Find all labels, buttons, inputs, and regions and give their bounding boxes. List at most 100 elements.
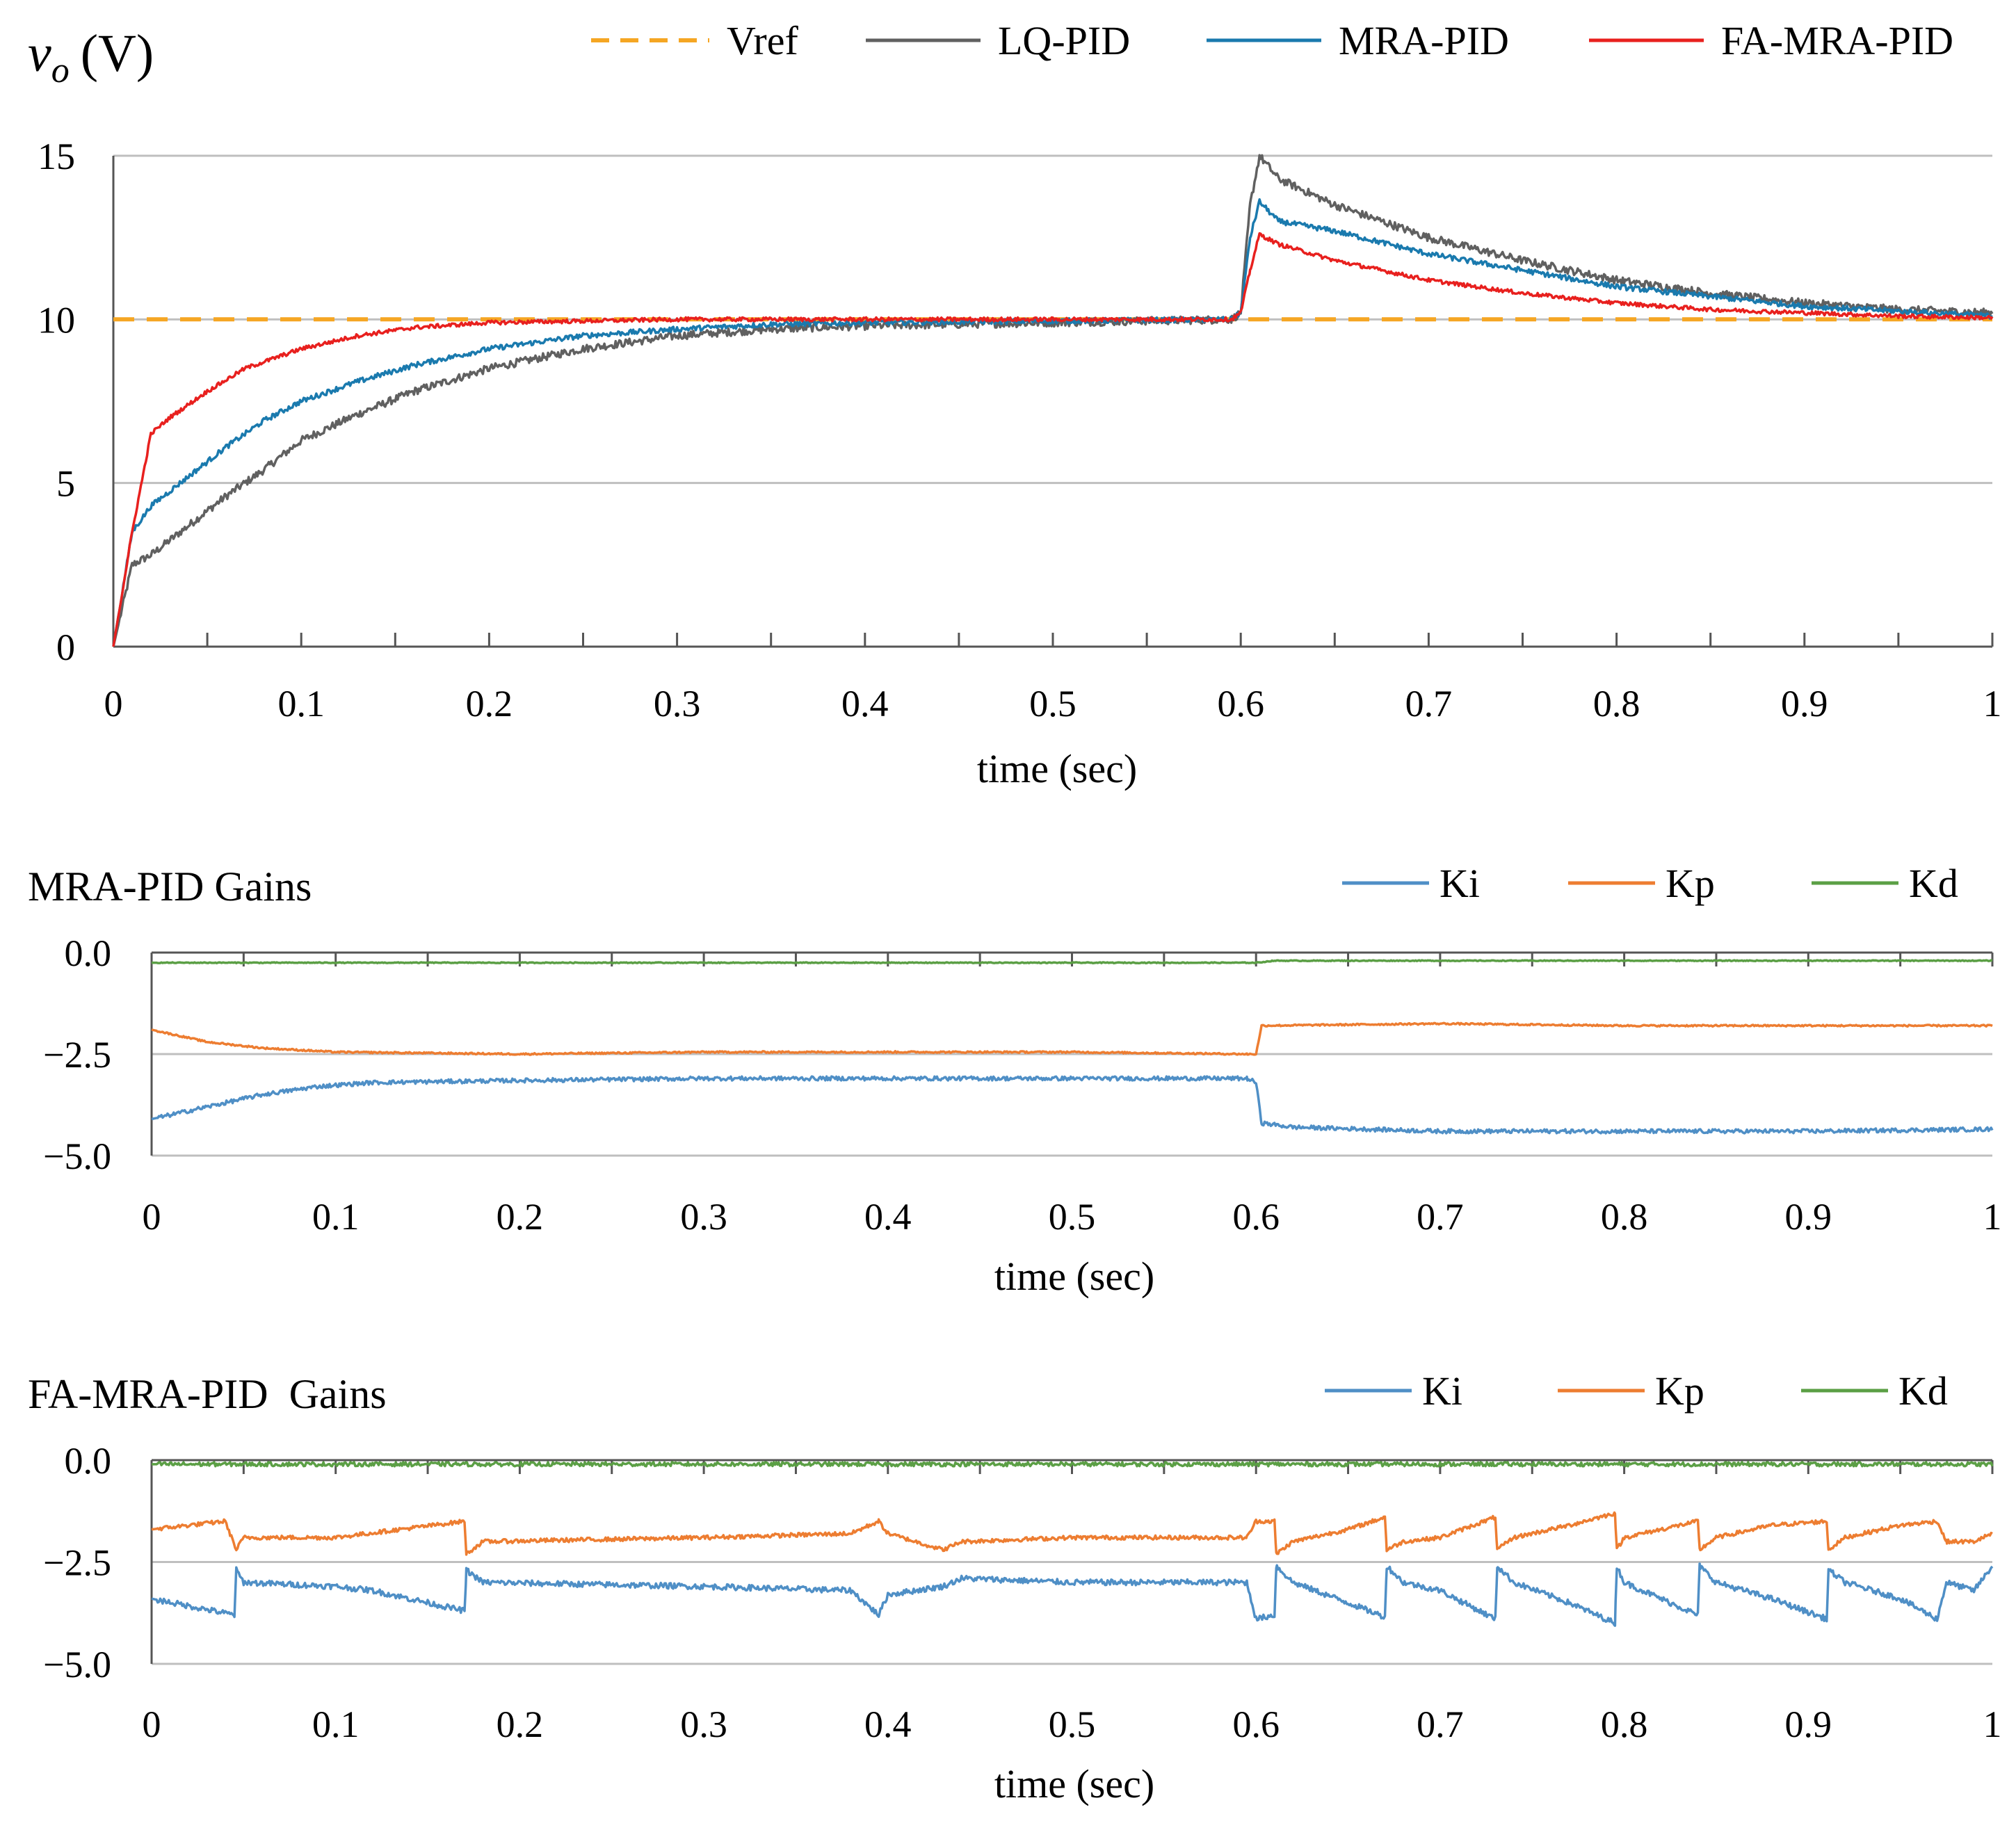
legend-item-fa-mra-pid: FA-MRA-PID [1589,18,1953,63]
legend: Vref LQ-PID MRA-PID FA-MRA-PID [591,18,1953,63]
x-tick-label: 0.9 [1781,683,1828,725]
x-tick-label: 1 [1983,1196,2002,1238]
x-tick-label: 0.4 [841,683,889,725]
chart-title: MRA-PID Gains [28,864,312,909]
x-tick-labels: 0 0.1 0.2 0.3 0.4 0.5 0.6 0.7 0.8 0.9 1 [143,1703,2002,1745]
x-tick-label: 0.7 [1417,1196,1464,1238]
series-lines [151,1461,1994,1627]
x-tick-labels: 0 0.1 0.2 0.3 0.4 0.5 0.6 0.7 0.8 0.9 1 [104,683,2002,725]
x-tick-label: 0 [104,683,123,725]
x-tick-marks [112,633,1994,647]
x-tick-label: 0.3 [654,683,701,725]
legend-item-lq-pid: LQ-PID [866,18,1130,63]
y-tick-label: 15 [38,136,75,177]
mra-pid-gains-chart: MRA-PID Gains 0.0 −2.5 −5.0 0 0.1 0.2 0.… [28,861,2002,1299]
x-tick-label: 0.9 [1785,1703,1832,1745]
legend-label: Vref [727,18,798,63]
y-tick-label: 10 [38,299,75,341]
x-tick-label: 0.1 [312,1703,360,1745]
series-lines [151,959,1994,1135]
legend-item-kd: Kd [1812,861,1958,906]
series-mra-pid-line [112,198,1993,647]
x-tick-label: 0.5 [1049,1196,1096,1238]
x-tick-label: 0.6 [1217,683,1264,725]
series-kp-line [151,1021,1993,1056]
x-tick-label: 0.3 [680,1196,727,1238]
x-tick-label: 0.6 [1232,1703,1280,1745]
grid-lines [152,1459,1992,1665]
x-tick-label: 0 [143,1196,161,1238]
legend-label: Kd [1898,1368,1948,1414]
x-tick-label: 0.2 [466,683,513,725]
legend-item-kd: Kd [1801,1368,1948,1414]
y-tick-labels: 0.0 −2.5 −5.0 [43,932,111,1177]
legend-label: LQ-PID [998,18,1130,63]
x-axis-title: time (sec) [977,746,1137,791]
x-tick-label: 0.1 [312,1196,360,1238]
x-tick-labels: 0 0.1 0.2 0.3 0.4 0.5 0.6 0.7 0.8 0.9 1 [143,1196,2002,1238]
legend-label: FA-MRA-PID [1721,18,1953,63]
y-tick-label: −5.0 [43,1135,111,1177]
x-tick-label: 0.8 [1601,1703,1648,1745]
x-tick-label: 1 [1983,683,2002,725]
x-tick-label: 0.4 [864,1196,912,1238]
x-tick-label: 0.7 [1417,1703,1464,1745]
series-lq-pid-line [112,154,1994,647]
y-axis-variable: v [28,24,51,83]
y-axis-title: vo​(V) [28,24,154,90]
legend-label: Kd [1909,861,1958,906]
legend-item-kp: Kp [1568,861,1715,906]
legend: Ki Kp Kd [1342,861,1958,906]
chart-title: FA-MRA-PID Gains [28,1371,387,1417]
series-ki-line [151,1562,1994,1627]
legend-item-ki: Ki [1325,1368,1462,1414]
y-tick-label: 0 [56,626,75,668]
fa-mra-pid-gains-chart: FA-MRA-PID Gains 0.0 −2.5 −5.0 0 0.1 0.2… [28,1368,2002,1806]
series-kp-line [151,1511,1993,1556]
legend-label: Ki [1422,1368,1462,1414]
legend: Ki Kp Kd [1325,1368,1948,1414]
legend-item-mra-pid: MRA-PID [1207,18,1509,63]
y-tick-labels: 0.0 −2.5 −5.0 [43,1440,111,1685]
x-tick-label: 0.4 [864,1703,912,1745]
x-tick-marks [150,953,1994,966]
legend-label: Kp [1655,1368,1704,1414]
legend-item-vref: Vref [591,18,798,63]
legend-item-ki: Ki [1342,861,1480,906]
x-tick-label: 0.6 [1232,1196,1280,1238]
x-tick-label: 0.5 [1029,683,1076,725]
legend-label: Ki [1440,861,1480,906]
legend-label: MRA-PID [1339,18,1509,63]
y-axis-unit: (V) [81,24,154,83]
x-tick-label: 0.5 [1049,1703,1096,1745]
y-tick-label: −5.0 [43,1644,111,1685]
y-tick-labels: 0 5 10 15 [38,136,75,668]
series-ki-line [151,1075,1994,1135]
x-tick-label: 1 [1983,1703,2002,1745]
x-tick-label: 0.1 [277,683,325,725]
x-tick-label: 0.7 [1405,683,1453,725]
y-tick-label: −2.5 [43,1542,111,1584]
x-tick-label: 0.3 [680,1703,727,1745]
x-tick-label: 0.8 [1601,1196,1648,1238]
series-kd-line [152,1461,1994,1468]
series-lines [112,154,1994,647]
y-tick-label: 0.0 [65,932,112,974]
x-tick-label: 0.2 [497,1196,544,1238]
x-axis-title: time (sec) [994,1254,1154,1299]
y-tick-label: 0.0 [65,1440,112,1482]
y-axis-subscript: o [51,51,70,90]
x-tick-label: 0 [143,1703,161,1745]
legend-label: Kp [1666,861,1715,906]
x-tick-label: 0.2 [497,1703,544,1745]
x-tick-label: 0.8 [1593,683,1640,725]
y-tick-label: 5 [56,463,75,505]
series-kd-line [152,959,1993,964]
x-axis-title: time (sec) [994,1761,1154,1806]
legend-item-kp: Kp [1558,1368,1704,1414]
x-tick-label: 0.9 [1785,1196,1832,1238]
y-tick-label: −2.5 [43,1034,111,1076]
series-fa-mra-pid-line [112,232,1994,647]
x-tick-marks [150,1460,1994,1474]
